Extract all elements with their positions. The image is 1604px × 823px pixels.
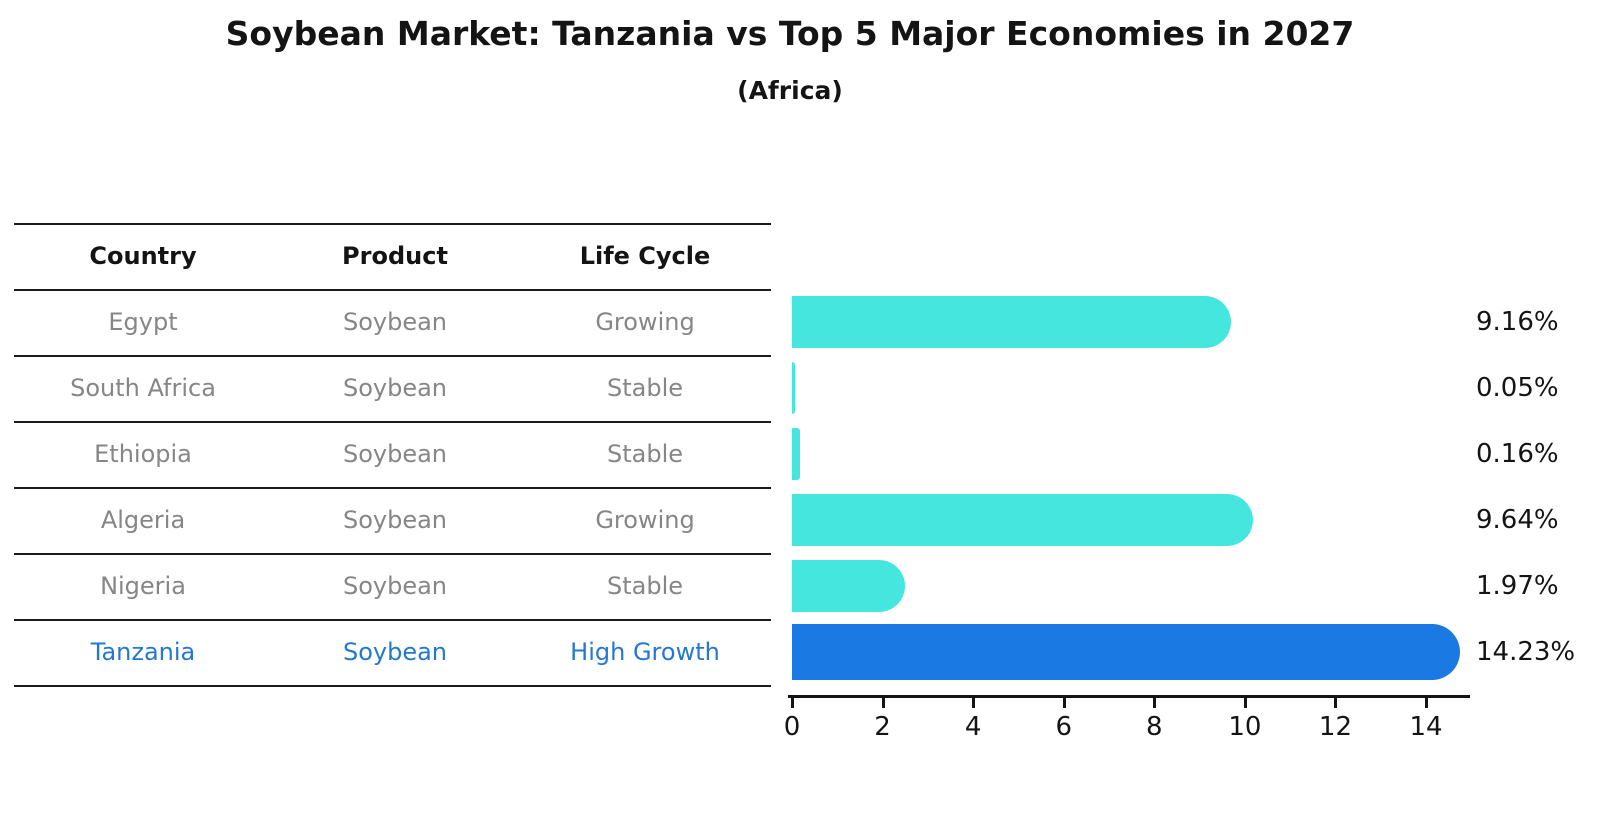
table-row-tanzania: Tanzania Soybean High Growth xyxy=(14,619,771,685)
table-cell-product: Soybean xyxy=(342,572,448,600)
chart-title: Soybean Market: Tanzania vs Top 5 Major … xyxy=(225,14,1355,53)
x-tick-label-2: 2 xyxy=(874,712,891,742)
column-header-product: Product xyxy=(342,242,448,270)
x-tick-label-0: 0 xyxy=(783,712,801,742)
value-label-tanzania: 14.23% xyxy=(1476,637,1576,667)
column-header-country: Country xyxy=(89,242,197,270)
table-cell-life_cycle: Stable xyxy=(606,572,684,600)
bar-nigeria xyxy=(792,560,905,612)
table-cell-country: Ethiopia xyxy=(94,440,192,468)
table-rule-line xyxy=(14,487,771,489)
value-label-egypt: 9.16% xyxy=(1476,307,1559,337)
table-rule-line xyxy=(14,553,771,555)
table-cell-life_cycle: Growing xyxy=(595,506,695,534)
x-tick-label-14: 14 xyxy=(1409,712,1443,742)
bar-south-africa xyxy=(792,362,795,414)
table-rule-line xyxy=(14,619,771,621)
table-header-row: Country Product Life Cycle xyxy=(14,223,771,289)
table-rule-line xyxy=(14,685,771,687)
x-tick-2 xyxy=(881,697,885,708)
table-row-south-africa: South Africa Soybean Stable xyxy=(14,355,771,421)
value-label-south-africa: 0.05% xyxy=(1476,373,1559,403)
table-cell-product: Soybean xyxy=(342,440,448,468)
table-cell-country: Algeria xyxy=(100,506,186,534)
x-tick-10 xyxy=(1243,697,1247,708)
x-tick-label-10: 10 xyxy=(1228,712,1262,742)
x-tick-8 xyxy=(1153,697,1157,708)
table-cell-product: Soybean xyxy=(342,374,448,402)
table-cell-life_cycle: Growing xyxy=(595,308,695,336)
table-cell-country: Nigeria xyxy=(100,572,186,600)
x-axis-line xyxy=(788,695,1470,698)
table-cell-life_cycle: High Growth xyxy=(570,638,720,666)
table-row-ethiopia: Ethiopia Soybean Stable xyxy=(14,421,771,487)
table-cell-country: South Africa xyxy=(70,374,216,402)
table-cell-product: Soybean xyxy=(342,506,448,534)
table-row-algeria: Algeria Soybean Growing xyxy=(14,487,771,553)
table-rule-line xyxy=(14,421,771,423)
x-tick-label-6: 6 xyxy=(1055,712,1072,742)
x-tick-label-12: 12 xyxy=(1318,712,1353,742)
bar-tanzania xyxy=(792,624,1460,680)
x-tick-14 xyxy=(1425,697,1429,708)
bar-egypt xyxy=(792,296,1231,348)
table-cell-product: Soybean xyxy=(342,638,448,666)
table-row-egypt: Egypt Soybean Growing xyxy=(14,289,771,355)
value-label-nigeria: 1.97% xyxy=(1476,571,1559,601)
table-cell-life_cycle: Stable xyxy=(606,374,684,402)
column-header-life_cycle: Life Cycle xyxy=(579,242,711,270)
table-cell-country: Tanzania xyxy=(90,638,196,666)
table-rule-line xyxy=(14,355,771,357)
bar-algeria xyxy=(792,494,1253,546)
x-tick-0 xyxy=(791,697,794,708)
bar-ethiopia xyxy=(792,428,800,480)
x-tick-12 xyxy=(1334,697,1338,708)
table-cell-country: Egypt xyxy=(108,308,178,336)
table-cell-life_cycle: Stable xyxy=(606,440,684,468)
value-label-ethiopia: 0.16% xyxy=(1476,439,1559,469)
table-rule-line xyxy=(14,289,771,291)
table-rule-line xyxy=(14,223,771,225)
x-tick-6 xyxy=(1062,697,1066,708)
value-label-algeria: 9.64% xyxy=(1476,505,1559,535)
x-tick-4 xyxy=(972,697,976,708)
chart-subtitle: (Africa) xyxy=(737,76,843,105)
table-row-nigeria: Nigeria Soybean Stable xyxy=(14,553,771,619)
table-cell-product: Soybean xyxy=(342,308,448,336)
x-tick-label-8: 8 xyxy=(1146,712,1163,742)
x-tick-label-4: 4 xyxy=(964,712,982,742)
